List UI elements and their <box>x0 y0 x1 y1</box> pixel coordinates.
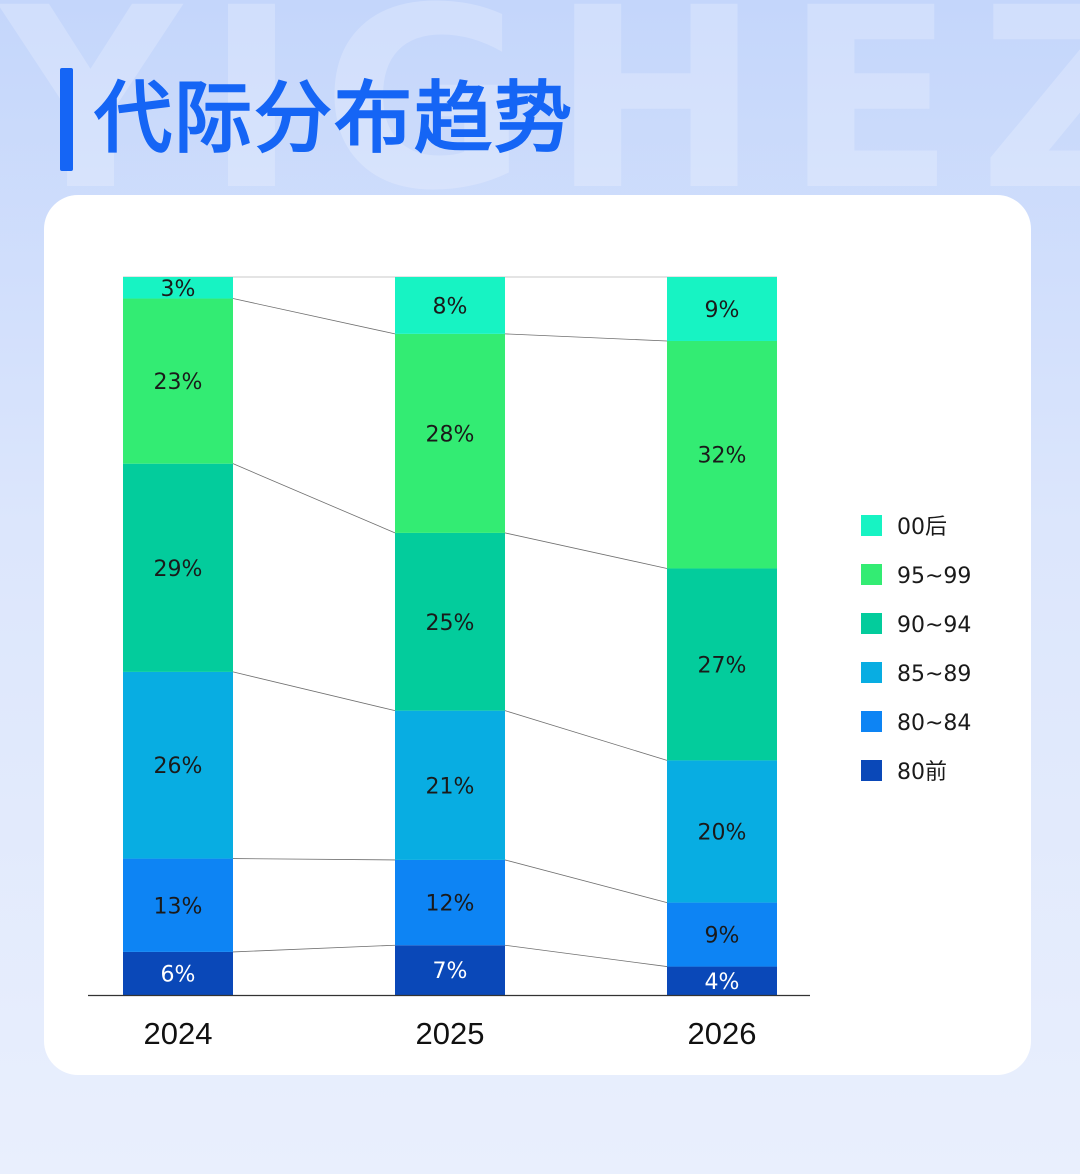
bar-segment-2025-80~84 <box>395 859 505 946</box>
legend-label: 85~89 <box>897 662 971 687</box>
data-label: 28% <box>426 422 475 447</box>
bar-segment-2026-00后 <box>667 277 777 341</box>
legend-label: 00后 <box>897 515 947 540</box>
data-label: 6% <box>161 962 196 987</box>
connector-line <box>504 333 668 342</box>
connector-line <box>232 671 396 712</box>
connector-line <box>232 944 396 953</box>
connector-line <box>504 710 668 761</box>
data-label: 8% <box>433 294 468 319</box>
bar-segment-2026-95~99 <box>667 340 777 569</box>
data-label: 25% <box>426 611 475 636</box>
connector-line <box>504 944 668 967</box>
chart-card: 6% 7% 4% 13% 12% 9% 26% 21% 20% 29% 25% 27% 23% 28% 32… <box>44 195 1031 1075</box>
bar-segment-2025-80前 <box>395 945 505 995</box>
bar-segment-2024-95~99 <box>123 298 233 464</box>
bar-segment-2024-00后 <box>123 277 233 299</box>
title-accent-bar <box>60 68 73 171</box>
connector-line <box>504 859 668 903</box>
data-label: 13% <box>154 894 203 919</box>
data-label: 27% <box>698 653 747 678</box>
legend-label: 80~84 <box>897 711 971 736</box>
x-tick-label: 2025 <box>416 1016 485 1051</box>
data-label: 23% <box>154 370 203 395</box>
connector-line <box>232 298 396 335</box>
data-label: 3% <box>161 277 196 302</box>
data-label: 12% <box>426 892 475 917</box>
bar-segment-2025-00后 <box>395 277 505 334</box>
data-label: 9% <box>705 924 740 949</box>
bar-segment-2025-95~99 <box>395 333 505 533</box>
connector-line <box>232 858 396 861</box>
x-tick-label: 2026 <box>688 1016 757 1051</box>
legend-swatch <box>861 760 882 781</box>
legend-label: 90~94 <box>897 613 971 638</box>
data-label: 7% <box>433 959 468 984</box>
data-label: 4% <box>705 970 740 995</box>
data-label: 32% <box>698 444 747 469</box>
data-label: 29% <box>154 557 203 582</box>
bar-segment-2024-85~89 <box>123 671 233 859</box>
bar-segment-2024-80前 <box>123 951 233 995</box>
connector-line <box>232 463 396 534</box>
stacked-bar-chart: 6% 7% 4% 13% 12% 9% 26% 21% 20% 29% 25% 27% 23% 28% 32… <box>88 276 971 1051</box>
bar-segment-2024-80~84 <box>123 858 233 952</box>
bar-segment-2026-80前 <box>667 966 777 995</box>
legend-label: 95~99 <box>897 564 971 589</box>
data-label: 21% <box>426 774 475 799</box>
legend-swatch <box>861 564 882 585</box>
legend-swatch <box>861 662 882 683</box>
bar-segment-2026-90~94 <box>667 568 777 761</box>
legend-label: 80前 <box>897 760 947 785</box>
legend-swatch <box>861 711 882 732</box>
bar-segment-2024-90~94 <box>123 463 233 672</box>
bar-segment-2025-90~94 <box>395 532 505 711</box>
legend-swatch <box>861 515 882 536</box>
bar-segment-2026-85~89 <box>667 760 777 903</box>
data-label: 9% <box>705 298 740 323</box>
connector-line <box>504 532 668 569</box>
data-label: 20% <box>698 820 747 845</box>
page-title: 代际分布趋势 <box>94 74 575 164</box>
background-watermark: YIGHEZ <box>0 0 1080 220</box>
data-label: 26% <box>154 754 203 779</box>
legend-swatch <box>861 613 882 634</box>
bar-segment-2026-80~84 <box>667 902 777 967</box>
x-tick-label: 2024 <box>144 1016 213 1051</box>
bar-segment-2025-85~89 <box>395 710 505 860</box>
